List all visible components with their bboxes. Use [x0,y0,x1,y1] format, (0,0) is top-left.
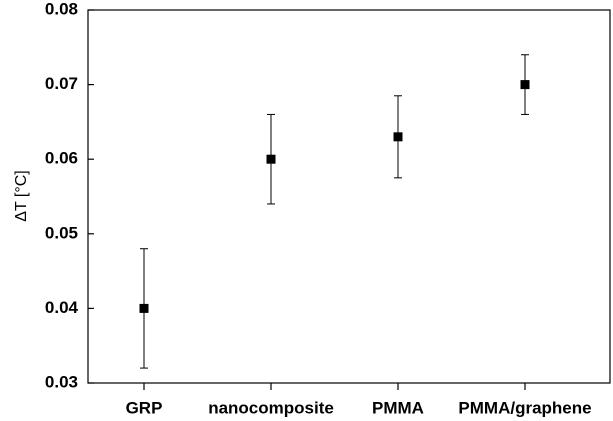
point [139,303,149,313]
y-axis-label: ΔT [°C] [13,170,30,221]
point [393,132,403,142]
plot-frame [87,9,611,384]
y-tick-label: 0.06 [45,149,78,168]
point [520,80,530,90]
x-tick-label: GRP [126,398,163,417]
y-tick-label: 0.04 [45,298,79,317]
y-tick-label: 0.05 [45,223,78,242]
point [266,154,276,164]
y-tick-label: 0.07 [45,74,78,93]
y-tick-label: 0.08 [45,0,78,18]
x-tick-label: PMMA [372,398,424,417]
x-tick-label: nanocomposite [208,398,334,417]
x-tick-label: PMMA/graphene [458,398,591,417]
y-tick-label: 0.03 [45,372,78,391]
